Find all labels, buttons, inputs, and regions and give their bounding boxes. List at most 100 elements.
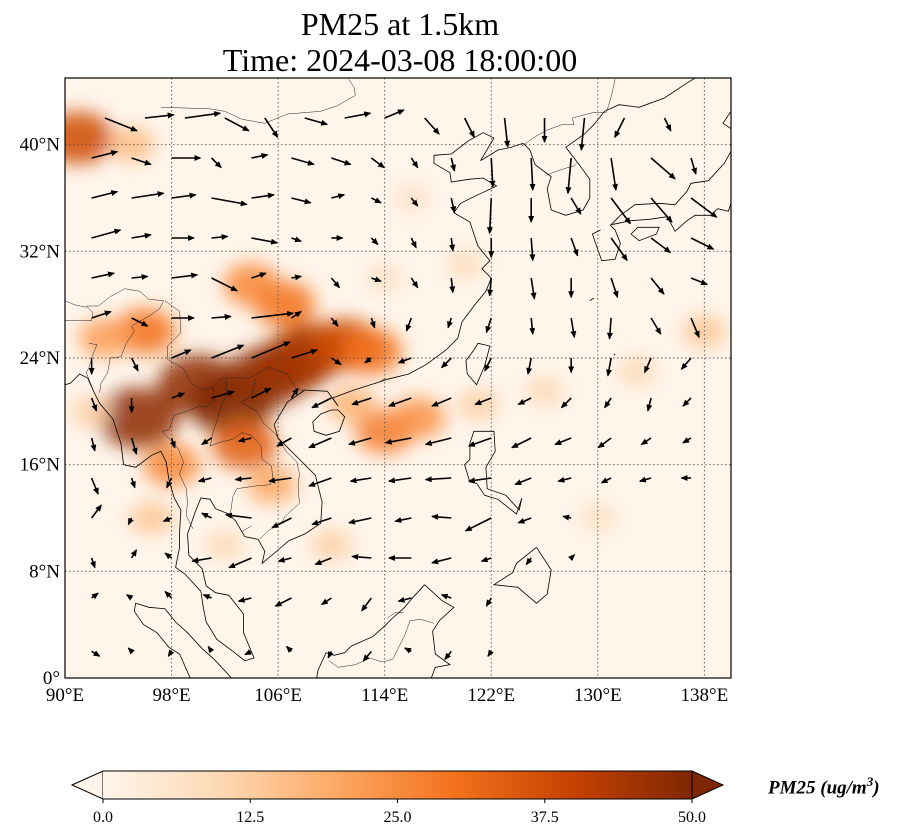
wind-arrow (680, 357, 692, 370)
country-border (65, 288, 164, 321)
wind-arrow (449, 277, 456, 294)
wind-arrow (131, 191, 165, 199)
wind-arrow (211, 390, 235, 399)
wind-arrow (90, 437, 97, 452)
wind-arrow (610, 277, 619, 299)
wind-arrow (529, 317, 536, 335)
wind-arrow (643, 357, 652, 374)
wind-arrow (480, 556, 492, 563)
wind-arrow (397, 357, 412, 364)
country-borders (65, 78, 616, 668)
latitude-label: 40°N (20, 135, 61, 156)
wind-arrow (285, 645, 294, 653)
wind-arrow (349, 477, 372, 484)
latitude-tick-labels: 0° 8°N 16°N 24°N 32°N 40°N (20, 135, 61, 689)
pm25-patch (390, 397, 446, 439)
country-border (65, 300, 87, 308)
wind-arrow (308, 477, 332, 487)
wind-arrow (131, 274, 149, 280)
country-border (605, 79, 616, 113)
coastline (312, 409, 346, 436)
wind-arrow (431, 397, 452, 407)
wind-arrow (234, 476, 252, 482)
wind-arrow (290, 310, 302, 319)
wind-arrow (562, 514, 572, 521)
wind-arrow (251, 272, 267, 279)
coastlines (65, 78, 731, 678)
wind-arrow (104, 117, 138, 132)
wind-arrow (560, 397, 572, 409)
wind-arrow (264, 117, 279, 139)
wind-arrow (347, 437, 372, 446)
country-border (65, 78, 66, 79)
country-border (545, 163, 577, 176)
wind-arrow (487, 649, 494, 657)
pm25-patch (205, 529, 245, 560)
wind-arrow (91, 650, 101, 657)
pm25-patch (97, 387, 179, 449)
coastline (304, 78, 696, 407)
wind-arrow (410, 277, 419, 289)
wind-arrow (130, 437, 138, 455)
wind-arrow (351, 553, 372, 560)
pm25-patch (445, 250, 484, 280)
wind-arrow (362, 650, 372, 662)
wind-arrow (450, 197, 457, 214)
wind-arrow (90, 504, 102, 519)
wind-arrow (370, 237, 379, 246)
pm25-patch (78, 318, 132, 358)
longitude-tick-labels: 90°E 98°E 106°E 114°E 122°E 130°E 138°E (46, 685, 728, 706)
pm25-patch (340, 328, 402, 375)
country-border (328, 619, 435, 668)
wind-arrow (211, 344, 245, 359)
wind-arrow (371, 276, 382, 283)
latitude-label: 24°N (20, 348, 61, 369)
colorbar-tick-label: 25.0 (384, 809, 412, 826)
colorbar-ticks: 0.0 12.5 25.0 37.5 50.0 (93, 799, 706, 826)
wind-arrow (90, 397, 98, 412)
wind-arrow (404, 647, 412, 654)
wind-arrow (682, 437, 692, 444)
wind-arrow (517, 517, 532, 524)
wind-arrow (276, 437, 292, 447)
wind-arrow (327, 650, 334, 659)
wind-arrow (361, 597, 372, 612)
longitude-label: 114°E (361, 685, 408, 706)
wind-arrow (394, 517, 412, 523)
wind-arrow (529, 237, 536, 262)
wind-arrow (431, 557, 452, 565)
wind-arrow (565, 157, 572, 195)
longitude-label: 98°E (152, 685, 190, 706)
wind-arrow (311, 517, 332, 526)
country-border (387, 612, 404, 619)
country-border (240, 377, 300, 540)
wind-arrow (277, 556, 292, 563)
wind-arrow (369, 317, 376, 329)
wind-arrow (526, 357, 533, 375)
pm25-patch (212, 420, 278, 470)
title-line-time: Time: 2024-03-08 18:00:00 (222, 42, 578, 78)
latitude-label: 0° (43, 668, 60, 689)
longitude-label: 138°E (681, 685, 729, 706)
wind-arrow (570, 317, 577, 339)
wind-arrow (646, 397, 653, 412)
wind-arrow (210, 157, 222, 169)
wind-arrow (171, 272, 199, 279)
wind-arrow (291, 157, 315, 166)
coastline (133, 602, 232, 678)
wind-arrow (410, 157, 419, 169)
wind-arrow (529, 157, 536, 191)
wind-arrow (164, 552, 173, 560)
wind-arrow (330, 277, 341, 289)
pm25-patch (618, 356, 658, 387)
wind-arrow (131, 317, 149, 327)
pm25-patch (223, 263, 280, 307)
coastline (316, 584, 425, 678)
wind-arrow (125, 594, 134, 601)
wind-arrow (171, 349, 192, 359)
wind-arrow (525, 557, 533, 566)
wind-arrow (268, 477, 292, 484)
wind-arrow (197, 476, 212, 483)
wind-arrow (291, 236, 302, 243)
wind-arrow (597, 437, 612, 449)
